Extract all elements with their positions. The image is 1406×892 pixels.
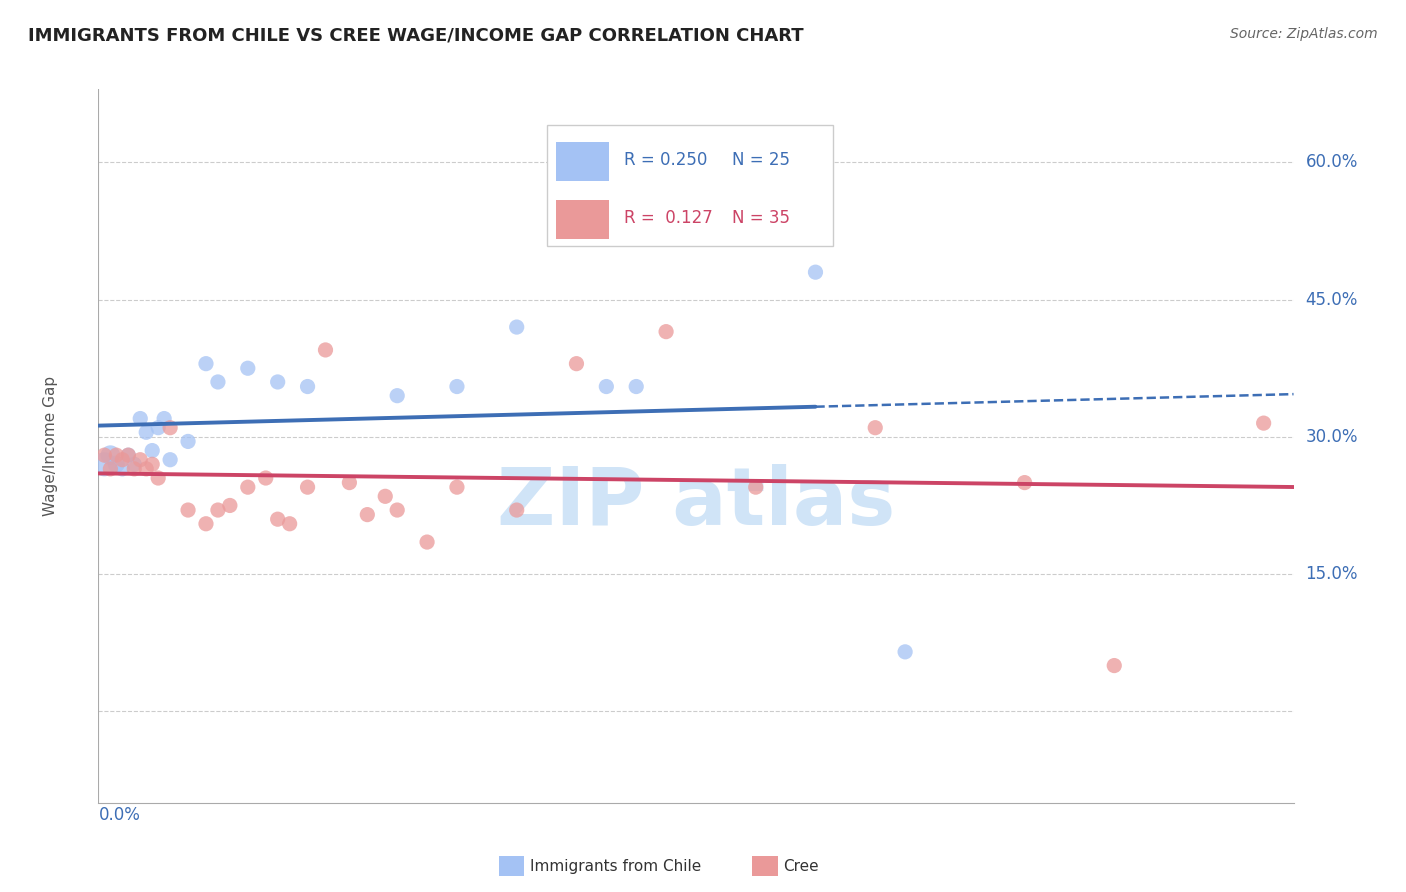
FancyBboxPatch shape bbox=[557, 200, 609, 239]
Point bbox=[93, 448, 115, 462]
Point bbox=[267, 375, 290, 389]
Point bbox=[148, 420, 170, 434]
Point bbox=[129, 452, 152, 467]
Point bbox=[117, 448, 139, 462]
Point bbox=[297, 379, 319, 393]
Point bbox=[804, 265, 827, 279]
Point bbox=[207, 375, 229, 389]
Point bbox=[894, 645, 917, 659]
Point bbox=[105, 448, 128, 462]
Point bbox=[141, 458, 163, 472]
Point bbox=[129, 411, 152, 425]
Point bbox=[385, 389, 409, 403]
Text: ZIP atlas: ZIP atlas bbox=[496, 464, 896, 542]
Point bbox=[506, 320, 529, 334]
Point bbox=[207, 503, 229, 517]
Text: R =  0.127: R = 0.127 bbox=[624, 209, 713, 227]
Point bbox=[297, 480, 319, 494]
Point bbox=[624, 379, 647, 393]
Point bbox=[278, 516, 301, 531]
Point bbox=[153, 411, 176, 425]
Point bbox=[565, 357, 588, 371]
Point bbox=[506, 503, 529, 517]
Point bbox=[105, 458, 128, 472]
Point bbox=[745, 480, 768, 494]
Point bbox=[416, 535, 439, 549]
FancyBboxPatch shape bbox=[557, 142, 609, 180]
Point bbox=[93, 458, 115, 472]
Point bbox=[595, 379, 617, 393]
Point bbox=[124, 458, 146, 472]
Point bbox=[356, 508, 378, 522]
Point bbox=[98, 462, 122, 476]
Text: Wage/Income Gap: Wage/Income Gap bbox=[44, 376, 58, 516]
Point bbox=[446, 480, 468, 494]
Point bbox=[141, 443, 163, 458]
Point bbox=[177, 503, 200, 517]
FancyBboxPatch shape bbox=[547, 125, 834, 246]
Text: Source: ZipAtlas.com: Source: ZipAtlas.com bbox=[1230, 27, 1378, 41]
Point bbox=[135, 462, 157, 476]
Point bbox=[655, 325, 678, 339]
Point bbox=[135, 425, 157, 440]
Point bbox=[124, 462, 146, 476]
Point bbox=[254, 471, 277, 485]
Point bbox=[194, 516, 218, 531]
Point bbox=[865, 420, 887, 434]
Text: 60.0%: 60.0% bbox=[1305, 153, 1358, 171]
Point bbox=[1014, 475, 1036, 490]
Text: N = 25: N = 25 bbox=[733, 151, 790, 169]
Point bbox=[236, 361, 259, 376]
Point bbox=[111, 452, 134, 467]
Point bbox=[315, 343, 337, 357]
Text: Cree: Cree bbox=[783, 859, 818, 873]
Point bbox=[117, 448, 139, 462]
Text: N = 35: N = 35 bbox=[733, 209, 790, 227]
Text: R = 0.250: R = 0.250 bbox=[624, 151, 707, 169]
Point bbox=[1104, 658, 1126, 673]
Point bbox=[267, 512, 290, 526]
Text: 15.0%: 15.0% bbox=[1305, 566, 1358, 583]
Text: Immigrants from Chile: Immigrants from Chile bbox=[530, 859, 702, 873]
Point bbox=[98, 448, 122, 462]
Point bbox=[1253, 416, 1275, 430]
Point bbox=[446, 379, 468, 393]
Text: IMMIGRANTS FROM CHILE VS CREE WAGE/INCOME GAP CORRELATION CHART: IMMIGRANTS FROM CHILE VS CREE WAGE/INCOM… bbox=[28, 27, 804, 45]
Point bbox=[374, 489, 396, 503]
Point bbox=[236, 480, 259, 494]
Point bbox=[159, 452, 181, 467]
Point bbox=[194, 357, 218, 371]
Text: 30.0%: 30.0% bbox=[1305, 428, 1358, 446]
Point bbox=[111, 462, 134, 476]
Point bbox=[219, 499, 242, 513]
Text: 45.0%: 45.0% bbox=[1305, 291, 1358, 309]
Text: 0.0%: 0.0% bbox=[98, 806, 141, 824]
Point bbox=[159, 420, 181, 434]
Point bbox=[385, 503, 409, 517]
Point bbox=[339, 475, 360, 490]
Point bbox=[177, 434, 200, 449]
Point bbox=[148, 471, 170, 485]
